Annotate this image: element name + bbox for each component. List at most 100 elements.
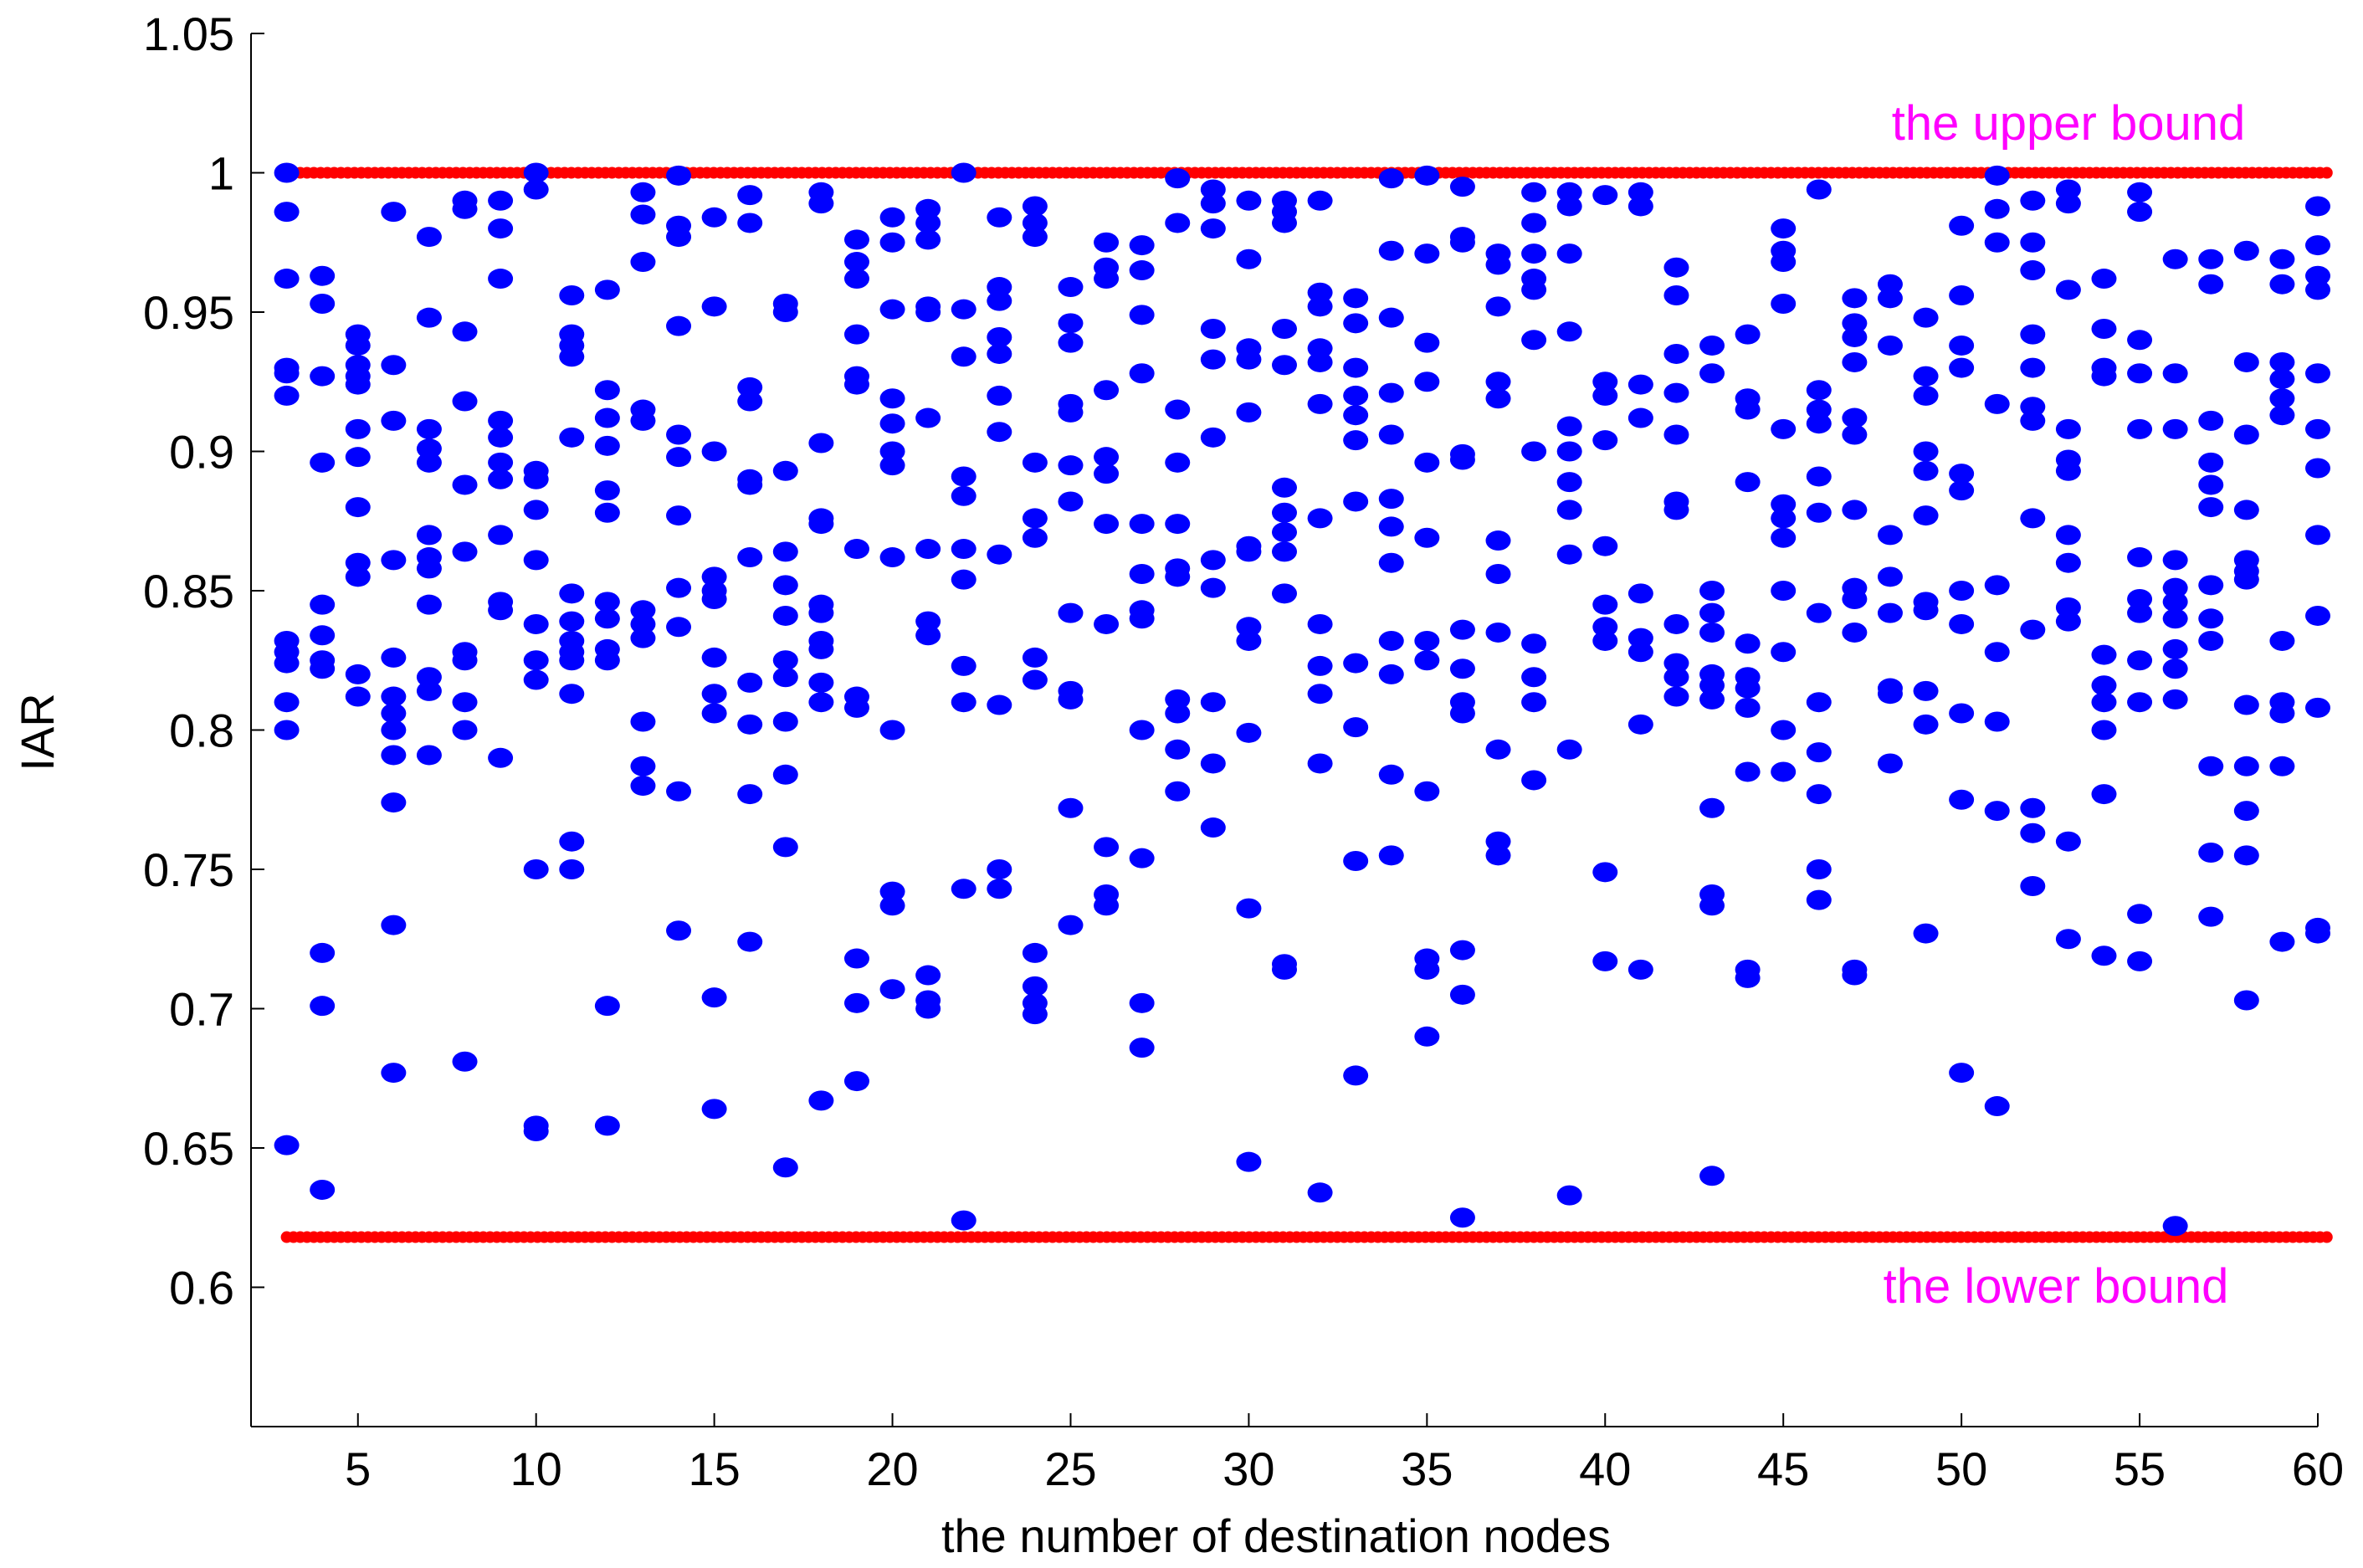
scatter-point <box>1200 427 1226 448</box>
scatter-point <box>1771 252 1797 273</box>
scatter-point <box>1307 508 1333 529</box>
scatter-point <box>1343 430 1369 451</box>
scatter-point <box>879 895 905 916</box>
scatter-point <box>1129 992 1155 1013</box>
scatter-point <box>843 948 869 969</box>
scatter-point <box>2305 697 2330 718</box>
scatter-point <box>2233 694 2259 715</box>
scatter-point <box>666 424 692 445</box>
scatter-point <box>1735 761 1761 782</box>
scatter-point <box>808 514 834 535</box>
scatter-point <box>1165 566 1191 587</box>
scatter-point <box>772 575 798 596</box>
scatter-point <box>843 697 869 718</box>
scatter-point <box>2305 363 2330 384</box>
scatter-point <box>1414 650 1440 671</box>
y-tick-label: 0.7 <box>169 983 234 1036</box>
scatter-point <box>1663 653 1689 674</box>
scatter-point <box>381 355 407 376</box>
scatter-point <box>1556 739 1582 760</box>
scatter-point <box>1771 508 1797 529</box>
scatter-point <box>1984 198 2010 219</box>
scatter-point <box>666 505 692 526</box>
x-tick-label: 60 <box>2292 1442 2344 1495</box>
scatter-point <box>1343 405 1369 426</box>
scatter-point <box>416 667 442 688</box>
scatter-point <box>1094 837 1120 858</box>
scatter-point <box>1236 630 1262 651</box>
scatter-point <box>1200 193 1226 214</box>
scatter-point <box>1842 424 1868 445</box>
scatter-point <box>1592 535 1618 556</box>
scatter-point <box>1272 541 1297 562</box>
scatter-point <box>2233 424 2259 445</box>
scatter-point <box>987 277 1012 298</box>
y-tick-label: 0.6 <box>169 1262 234 1314</box>
scatter-point <box>1842 622 1868 643</box>
scatter-point <box>416 418 442 439</box>
scatter-point <box>630 711 656 732</box>
scatter-point <box>1913 385 1939 406</box>
scatter-point <box>523 162 549 183</box>
scatter-point <box>1165 703 1191 724</box>
scatter-point <box>559 583 585 604</box>
scatter-point <box>1913 714 1939 735</box>
scatter-point <box>2127 588 2153 609</box>
scatter-point <box>1984 1096 2010 1117</box>
scatter-point <box>1663 257 1689 278</box>
scatter-point <box>452 474 478 495</box>
scatter-point <box>559 427 585 448</box>
scatter-point <box>1521 667 1547 688</box>
scatter-point <box>488 269 514 290</box>
scatter-point <box>1771 642 1797 663</box>
scatter-point <box>1842 313 1868 334</box>
scatter-point <box>701 987 727 1008</box>
scatter-point <box>1129 514 1155 535</box>
scatter-point <box>310 942 336 963</box>
x-tick-label: 50 <box>1935 1442 1987 1495</box>
scatter-point <box>701 296 727 317</box>
scatter-point <box>915 965 941 986</box>
scatter-point <box>2198 575 2224 596</box>
scatter-point <box>274 202 300 223</box>
scatter-point <box>2127 202 2153 223</box>
scatter-point <box>1022 452 1048 473</box>
scatter-point <box>951 655 976 676</box>
scatter-point <box>1663 667 1689 688</box>
scatter-point <box>1094 232 1120 253</box>
scatter-point <box>951 1210 976 1231</box>
scatter-point <box>1236 402 1262 423</box>
scatter-point <box>274 692 300 713</box>
scatter-point <box>1949 480 1975 501</box>
scatter-point <box>523 550 549 571</box>
scatter-point <box>345 497 371 518</box>
scatter-point <box>987 859 1012 879</box>
scatter-point <box>1663 500 1689 520</box>
scatter-point <box>1521 692 1547 713</box>
scatter-point <box>381 745 407 766</box>
scatter-point <box>737 474 763 495</box>
scatter-point <box>523 650 549 671</box>
scatter-point <box>772 302 798 322</box>
scatter-point <box>2127 602 2153 623</box>
scatter-point <box>2162 249 2188 269</box>
scatter-point <box>1485 564 1511 585</box>
scatter-point <box>1521 633 1547 654</box>
scatter-point <box>1877 566 1903 587</box>
scatter-point <box>274 1135 300 1156</box>
scatter-point <box>1877 753 1903 774</box>
scatter-point <box>1521 182 1547 202</box>
scatter-point <box>987 385 1012 406</box>
scatter-point <box>1058 689 1084 710</box>
scatter-point <box>1735 678 1761 699</box>
scatter-point <box>1414 630 1440 651</box>
scatter-point <box>1378 382 1404 403</box>
scatter-point <box>488 469 514 489</box>
scatter-point <box>737 784 763 805</box>
scatter-point <box>1949 613 1975 634</box>
scatter-point <box>1877 288 1903 309</box>
scatter-point <box>987 343 1012 364</box>
scatter-point <box>2233 569 2259 590</box>
scatter-point <box>2305 196 2330 217</box>
scatter-point <box>737 672 763 693</box>
